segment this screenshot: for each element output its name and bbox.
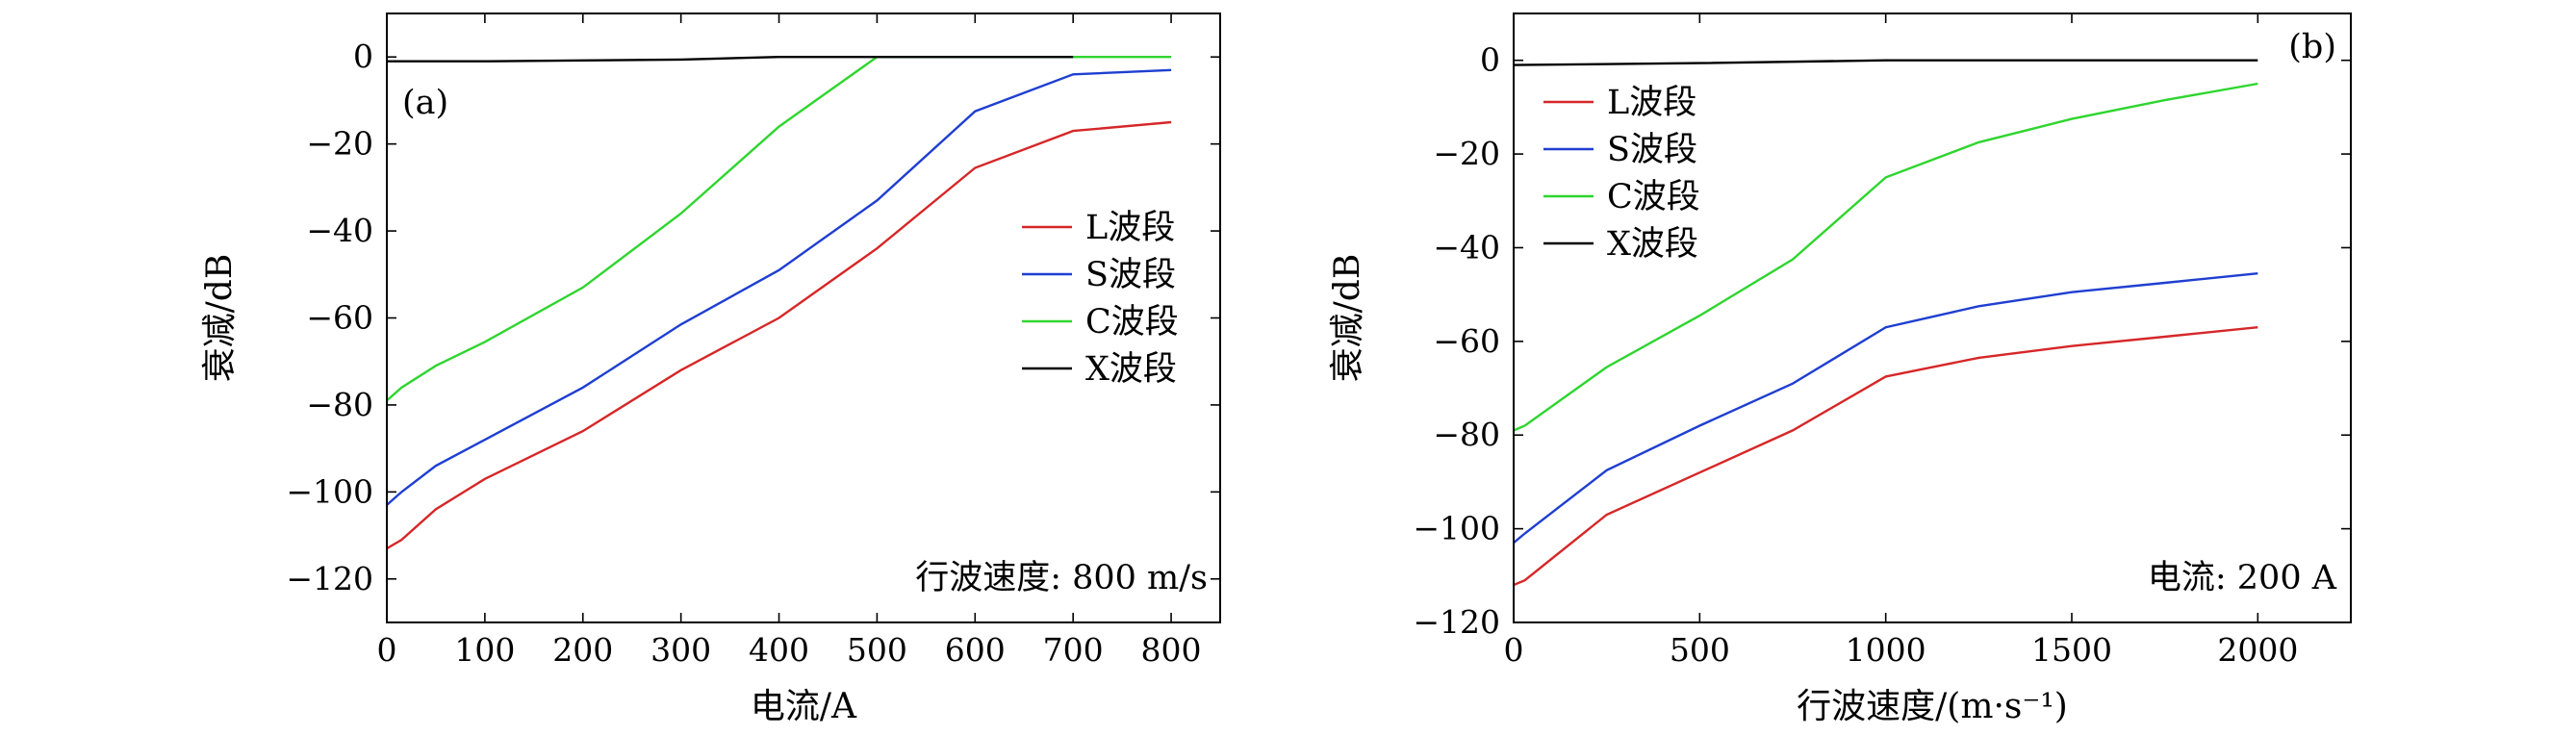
x-tick-label: 1500 <box>2031 631 2112 669</box>
legend-label: C波段 <box>1085 303 1179 342</box>
y-tick-label: −60 <box>1433 322 1500 360</box>
x-tick-label: 100 <box>454 631 515 669</box>
y-tick-label: −20 <box>306 125 373 163</box>
x-axis-label: 电流/A <box>751 687 857 726</box>
legend-label: L波段 <box>1085 209 1175 247</box>
x-tick-label: 800 <box>1141 631 1202 669</box>
y-tick-label: 0 <box>353 38 373 75</box>
condition-annotation: 行波速度: 800 m/s <box>915 559 1208 597</box>
x-tick-label: 0 <box>377 631 397 669</box>
series-line-l-band <box>387 120 1172 550</box>
series-line-x-band <box>1514 59 2258 66</box>
legend-label: L波段 <box>1607 84 1696 122</box>
series-line-x-band <box>387 56 1074 63</box>
y-tick-label: −40 <box>306 212 373 249</box>
y-tick-label: −80 <box>1433 416 1500 453</box>
x-tick-label: 1000 <box>1846 631 1926 669</box>
legend-label: C波段 <box>1607 178 1700 216</box>
panel-label: (b) <box>2288 28 2336 66</box>
series-line-s-band <box>1514 272 2258 545</box>
y-tick-label: −20 <box>1433 135 1500 172</box>
x-tick-label: 300 <box>650 631 711 669</box>
y-tick-label: −100 <box>1413 510 1500 547</box>
x-tick-label: 400 <box>749 631 809 669</box>
legend: L波段 S波段 C波段 X波段 <box>1543 84 1700 264</box>
y-tick-label: −60 <box>306 299 373 337</box>
plot-frame <box>1513 13 2352 623</box>
series-line-l-band <box>1514 326 2258 587</box>
y-axis-label: 衰减/dB <box>200 254 240 383</box>
x-tick-label: 500 <box>1670 631 1730 669</box>
x-tick-label: 600 <box>945 631 1006 669</box>
chart-panel-b: 0 500 1000 1500 2000 0 −20 −40 −60 −80 −100 −120 行波速… <box>1328 13 2352 726</box>
x-tick-label: 500 <box>847 631 907 669</box>
y-axis-label: 衰减/dB <box>1328 254 1367 383</box>
y-tick-label: −40 <box>1433 228 1500 266</box>
legend-label: S波段 <box>1085 256 1176 294</box>
x-tick-label: 700 <box>1043 631 1104 669</box>
condition-annotation: 电流: 200 A <box>2148 559 2337 597</box>
legend: L波段 S波段 C波段 X波段 <box>1022 209 1179 389</box>
legend-label: S波段 <box>1607 131 1697 169</box>
x-axis-label: 行波速度/(m·s⁻¹) <box>1797 687 2068 726</box>
x-tick-label: 200 <box>552 631 613 669</box>
x-tick-label: 0 <box>1504 631 1524 669</box>
series-line-c-band <box>387 56 1172 402</box>
chart-panel-a: 0 100 200 300 400 500 600 700 800 0 −20 −40 −60 −80 −1… <box>200 13 1221 726</box>
y-tick-label: −100 <box>286 472 373 510</box>
y-tick-label: 0 <box>1480 41 1500 79</box>
series-line-c-band <box>1514 82 2258 432</box>
series-line-s-band <box>387 68 1172 506</box>
y-tick-label: −80 <box>306 386 373 423</box>
legend-label: X波段 <box>1607 225 1698 264</box>
y-tick-label: −120 <box>286 560 373 597</box>
panel-label: (a) <box>402 84 448 122</box>
y-tick-label: −120 <box>1413 603 1500 641</box>
legend-label: X波段 <box>1085 350 1177 389</box>
x-tick-label: 2000 <box>2217 631 2298 669</box>
